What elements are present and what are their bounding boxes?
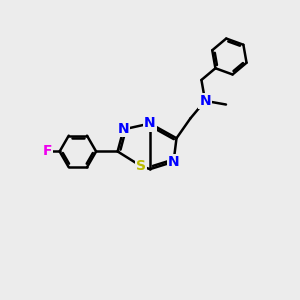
Text: F: F bbox=[43, 145, 52, 158]
Text: N: N bbox=[199, 94, 211, 108]
Text: N: N bbox=[144, 116, 156, 130]
Text: N: N bbox=[118, 122, 129, 136]
Text: N: N bbox=[168, 155, 179, 169]
Text: S: S bbox=[136, 159, 146, 173]
